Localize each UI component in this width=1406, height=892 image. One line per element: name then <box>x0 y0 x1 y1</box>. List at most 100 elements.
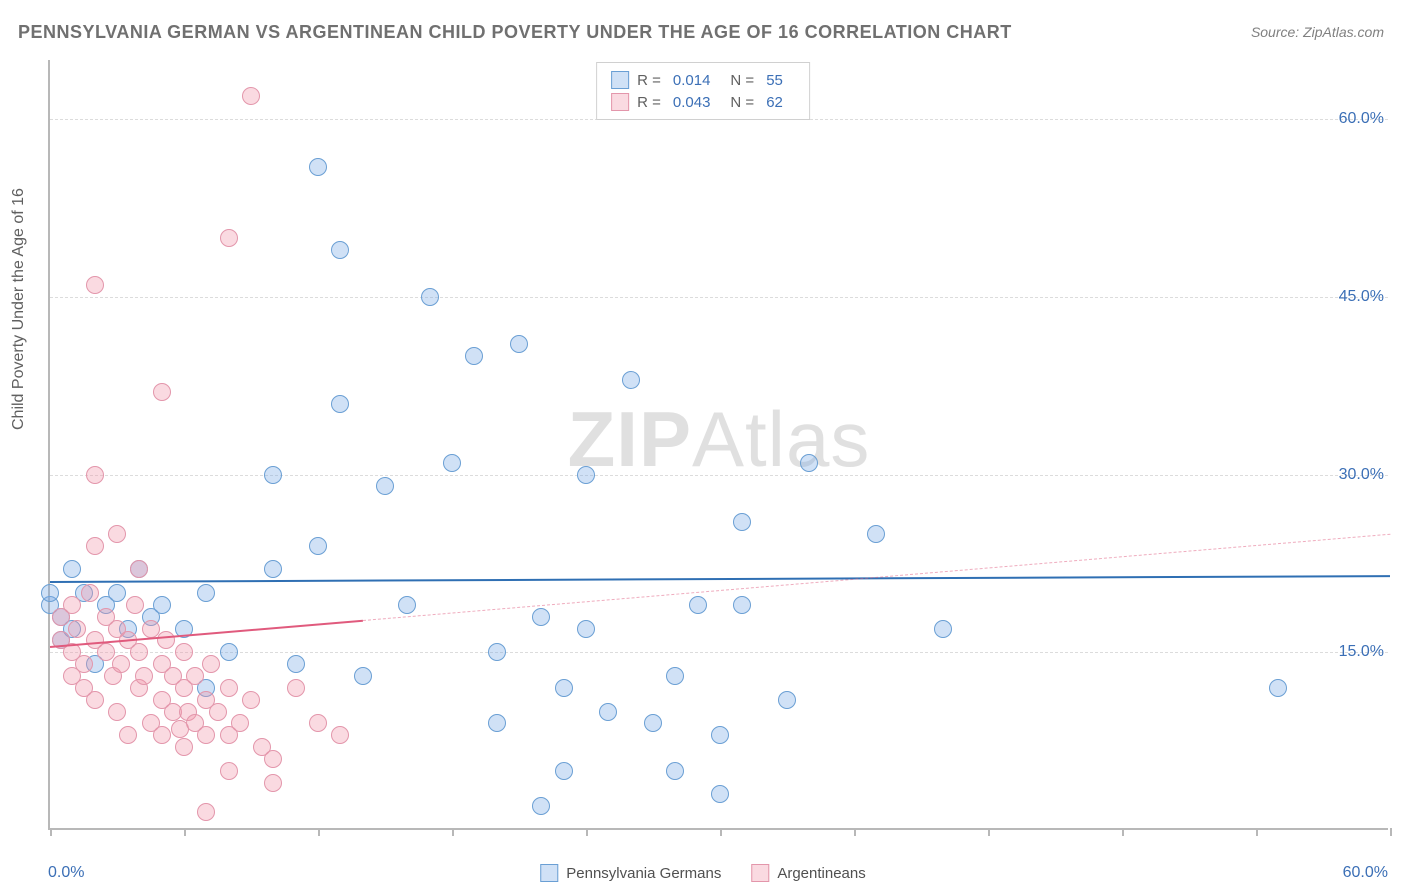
data-point <box>68 620 86 638</box>
data-point <box>532 797 550 815</box>
data-point <box>197 726 215 744</box>
x-tick <box>1122 828 1124 836</box>
data-point <box>398 596 416 614</box>
data-point <box>175 738 193 756</box>
data-point <box>733 513 751 531</box>
legend-r-label-2: R = <box>637 94 661 111</box>
data-point <box>421 288 439 306</box>
data-point <box>197 803 215 821</box>
data-point <box>142 620 160 638</box>
data-point <box>153 726 171 744</box>
data-point <box>443 454 461 472</box>
x-tick <box>586 828 588 836</box>
x-tick <box>50 828 52 836</box>
gridline <box>50 475 1388 476</box>
data-point <box>153 383 171 401</box>
data-point <box>86 537 104 555</box>
data-point <box>86 691 104 709</box>
legend-n-value-1: 55 <box>766 72 783 89</box>
data-point <box>242 87 260 105</box>
data-point <box>555 679 573 697</box>
data-point <box>488 643 506 661</box>
data-point <box>220 762 238 780</box>
legend-item-1: Pennsylvania Germans <box>540 864 721 882</box>
data-point <box>555 762 573 780</box>
data-point <box>231 714 249 732</box>
data-point <box>622 371 640 389</box>
legend-r-value-1: 0.014 <box>673 72 711 89</box>
chart-container: PENNSYLVANIA GERMAN VS ARGENTINEAN CHILD… <box>0 0 1406 892</box>
data-point <box>202 655 220 673</box>
data-point <box>209 703 227 721</box>
y-tick-label: 60.0% <box>1339 110 1390 128</box>
data-point <box>644 714 662 732</box>
data-point <box>130 643 148 661</box>
x-tick <box>1390 828 1392 836</box>
x-tick <box>318 828 320 836</box>
legend-r-label-1: R = <box>637 72 661 89</box>
data-point <box>354 667 372 685</box>
legend-n-label-1: N = <box>730 72 754 89</box>
legend-series: Pennsylvania Germans Argentineans <box>540 864 865 882</box>
data-point <box>175 643 193 661</box>
data-point <box>264 560 282 578</box>
x-tick <box>184 828 186 836</box>
watermark: ZIPAtlas <box>568 394 871 485</box>
data-point <box>376 477 394 495</box>
legend-stats-row-2: R = 0.043 N = 62 <box>611 91 795 113</box>
data-point <box>778 691 796 709</box>
legend-swatch-2 <box>611 93 629 111</box>
legend-stats: R = 0.014 N = 55 R = 0.043 N = 62 <box>596 62 810 120</box>
data-point <box>264 774 282 792</box>
data-point <box>577 466 595 484</box>
x-tick <box>720 828 722 836</box>
plot-area: ZIPAtlas 15.0%30.0%45.0%60.0% <box>48 60 1388 830</box>
data-point <box>331 726 349 744</box>
data-point <box>331 395 349 413</box>
data-point <box>112 655 130 673</box>
legend-item-2: Argentineans <box>751 864 865 882</box>
legend-label-2: Argentineans <box>777 865 865 882</box>
x-tick <box>854 828 856 836</box>
x-tick <box>1256 828 1258 836</box>
data-point <box>711 785 729 803</box>
y-axis-title: Child Poverty Under the Age of 16 <box>10 188 28 430</box>
x-tick <box>988 828 990 836</box>
data-point <box>186 667 204 685</box>
data-point <box>130 560 148 578</box>
data-point <box>108 703 126 721</box>
data-point <box>666 667 684 685</box>
data-point <box>309 537 327 555</box>
x-tick <box>452 828 454 836</box>
data-point <box>510 335 528 353</box>
data-point <box>934 620 952 638</box>
data-point <box>75 655 93 673</box>
data-point <box>800 454 818 472</box>
x-axis-min-label: 0.0% <box>48 864 84 882</box>
data-point <box>711 726 729 744</box>
data-point <box>488 714 506 732</box>
x-axis-max-label: 60.0% <box>1343 864 1388 882</box>
data-point <box>287 679 305 697</box>
data-point <box>153 596 171 614</box>
data-point <box>97 643 115 661</box>
data-point <box>220 679 238 697</box>
legend-swatch-2b <box>751 864 769 882</box>
data-point <box>309 158 327 176</box>
y-tick-label: 30.0% <box>1339 466 1390 484</box>
data-point <box>119 726 137 744</box>
data-point <box>63 560 81 578</box>
data-point <box>63 596 81 614</box>
data-point <box>532 608 550 626</box>
watermark-atlas: Atlas <box>692 395 870 483</box>
legend-label-1: Pennsylvania Germans <box>566 865 721 882</box>
data-point <box>465 347 483 365</box>
data-point <box>135 667 153 685</box>
data-point <box>331 241 349 259</box>
legend-n-label-2: N = <box>730 94 754 111</box>
data-point <box>86 276 104 294</box>
data-point <box>126 596 144 614</box>
data-point <box>264 466 282 484</box>
gridline <box>50 652 1388 653</box>
data-point <box>86 466 104 484</box>
